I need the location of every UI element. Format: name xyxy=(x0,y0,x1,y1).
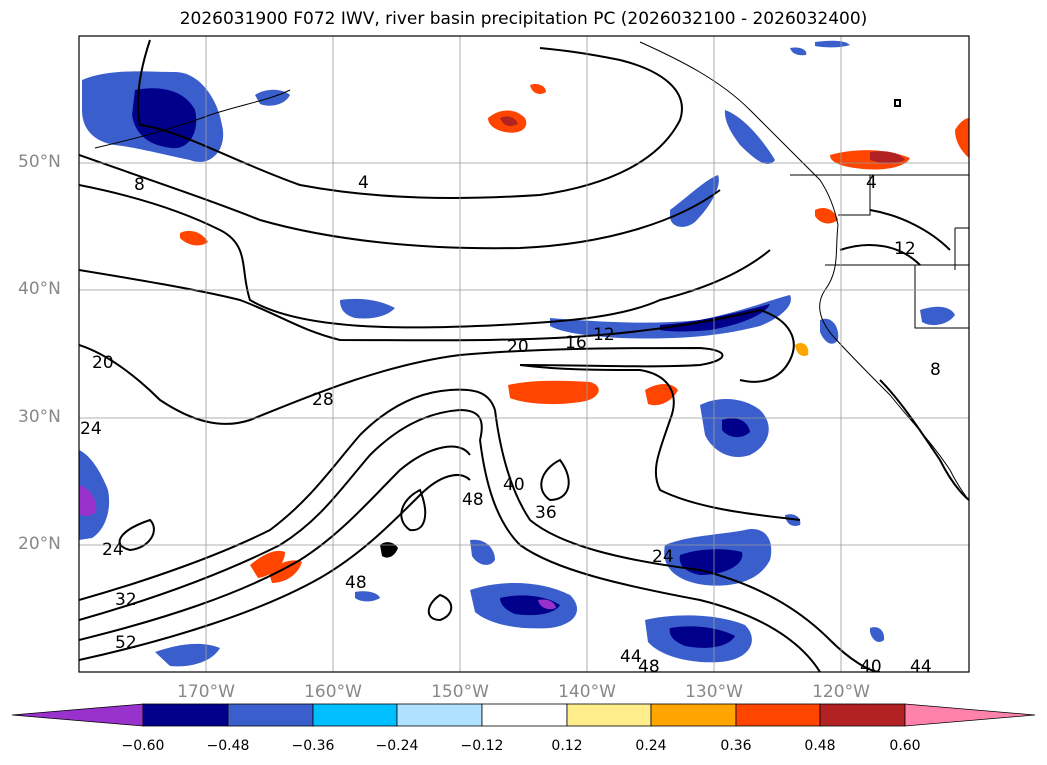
contour-label: 24 xyxy=(652,547,674,567)
contour-label: 12 xyxy=(593,325,615,345)
lon-label: 120°W xyxy=(812,682,870,702)
contour-label: 44 xyxy=(620,647,642,667)
lon-label: 140°W xyxy=(558,682,616,702)
contour-label: 40 xyxy=(860,657,882,677)
iwv-contours xyxy=(79,39,969,672)
contour-labels: 4 8 4 12 8 12 16 20 20 24 24 28 36 40 48… xyxy=(80,173,941,677)
coastlines xyxy=(94,41,969,501)
contour-label: 52 xyxy=(115,633,137,653)
colorbar-tick: 0.36 xyxy=(720,738,752,754)
contour-label: 24 xyxy=(102,540,124,560)
colorbar-tick: −0.60 xyxy=(121,738,165,754)
colorbar-tick: 0.12 xyxy=(551,738,583,754)
colorbar-bin xyxy=(650,703,737,727)
lon-label: 160°W xyxy=(304,682,362,702)
contour-label: 4 xyxy=(866,173,877,193)
contour-label: 8 xyxy=(134,175,145,195)
map-frame xyxy=(78,35,970,673)
colorbar-bin xyxy=(227,703,314,727)
lon-label: 150°W xyxy=(431,682,489,702)
lat-label: 30°N xyxy=(18,407,61,427)
colorbar-bin xyxy=(396,703,483,727)
colorbar-max-arrow xyxy=(904,703,1036,727)
colorbar-tick: −0.36 xyxy=(291,738,335,754)
contour-label: 36 xyxy=(535,503,557,523)
lat-label: 20°N xyxy=(18,534,61,554)
contour-label: 20 xyxy=(507,337,529,357)
colorbar-bin xyxy=(735,703,821,727)
contour-label: 8 xyxy=(930,360,941,380)
colorbar-tick: 0.24 xyxy=(635,738,667,754)
contour-label: 48 xyxy=(345,573,367,593)
contour-label: 12 xyxy=(894,239,916,259)
contour-label: 32 xyxy=(115,590,137,610)
contour-label: 20 xyxy=(92,353,114,373)
precip-shading xyxy=(79,40,969,667)
colorbar-bin xyxy=(312,703,398,727)
colorbar xyxy=(11,703,1036,727)
lon-label: 130°W xyxy=(685,682,743,702)
colorbar-tick: −0.48 xyxy=(206,738,250,754)
map-title: 2026031900 F072 IWV, river basin precipi… xyxy=(179,9,868,29)
contour-label: 48 xyxy=(638,657,660,677)
contour-label: 16 xyxy=(565,333,587,353)
colorbar-tick: 0.60 xyxy=(889,738,921,754)
colorbar-tick: −0.24 xyxy=(375,738,419,754)
contour-label: 4 xyxy=(358,173,369,193)
contour-label: 24 xyxy=(80,419,102,439)
contour-label: 28 xyxy=(312,390,334,410)
gridlines xyxy=(79,36,969,672)
contour-label: 40 xyxy=(503,475,525,495)
lat-label: 50°N xyxy=(18,152,61,172)
colorbar-tick: −0.12 xyxy=(460,738,504,754)
colorbar-bin xyxy=(819,703,906,727)
hawaii xyxy=(380,542,398,558)
contour-label: 48 xyxy=(462,490,484,510)
colorbar-bin xyxy=(142,703,229,727)
colorbar-bin xyxy=(566,703,652,727)
colorbar-bin xyxy=(481,703,568,727)
colorbar-tick: 0.48 xyxy=(804,738,836,754)
lon-label: 170°W xyxy=(177,682,235,702)
contour-label: 44 xyxy=(910,657,932,677)
colorbar-min-arrow xyxy=(11,703,144,727)
lat-label: 40°N xyxy=(18,279,61,299)
